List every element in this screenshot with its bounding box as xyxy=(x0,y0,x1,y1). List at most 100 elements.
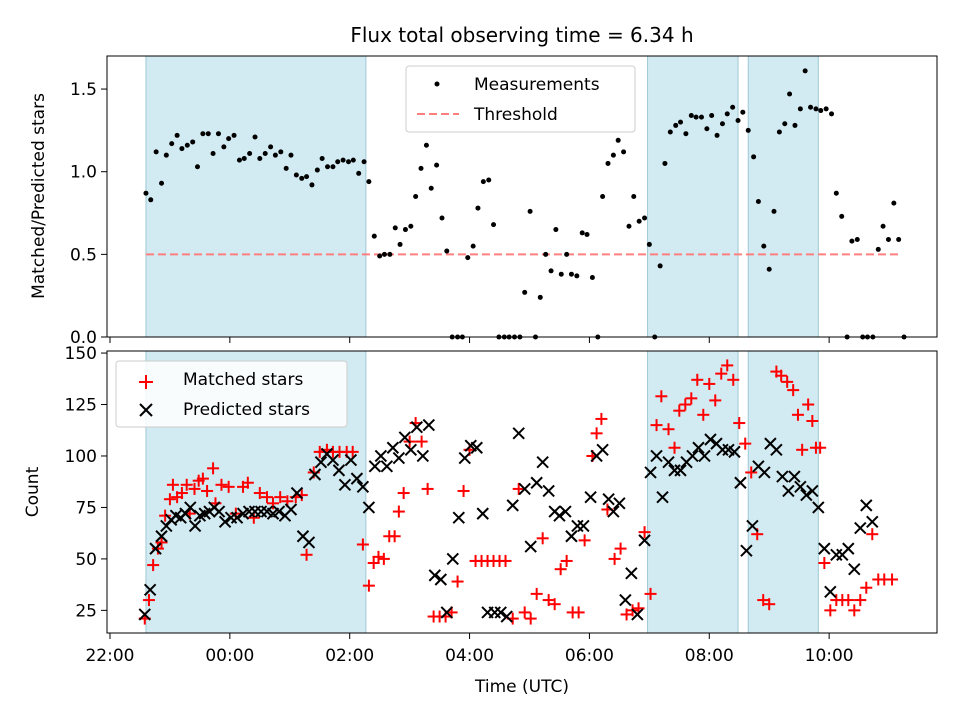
measurement-point xyxy=(184,142,190,148)
matched-star-point xyxy=(392,505,405,518)
x-tick-label: 02:00 xyxy=(325,646,374,666)
predicted-star-point xyxy=(602,492,615,506)
matched-star-point xyxy=(614,542,627,555)
measurement-point xyxy=(159,180,165,186)
matched-star-point xyxy=(222,480,235,493)
legend-label-threshold: Threshold xyxy=(473,105,558,125)
measurement-point xyxy=(854,236,860,242)
ratio-panel: 0.0 0.5 1.0 1.5 Matched/Predicted stars Mea… xyxy=(29,55,938,348)
matched-star-point xyxy=(196,472,209,485)
predicted-star-point xyxy=(452,511,465,524)
matched-star-point xyxy=(673,404,686,417)
matched-star-point xyxy=(697,408,710,421)
predicted-star-point xyxy=(770,443,783,457)
predicted-star-point xyxy=(218,515,232,529)
measurement-point xyxy=(465,255,471,261)
predicted-star-point xyxy=(434,573,448,586)
measurement-point xyxy=(179,146,185,152)
measurement-point xyxy=(823,106,829,112)
matched-star-point xyxy=(530,587,543,600)
matched-star-point xyxy=(457,484,470,497)
count-legend: Matched stars Predicted stars xyxy=(115,360,348,428)
predicted-star-point xyxy=(368,460,382,473)
measurement-point xyxy=(714,132,720,138)
ratio-y-tick-label: 0.5 xyxy=(70,245,97,265)
predicted-star-point xyxy=(518,482,531,496)
matched-star-point xyxy=(175,487,188,500)
measurement-point xyxy=(434,162,440,168)
predicted-star-point xyxy=(542,484,555,498)
predicted-star-point xyxy=(854,521,867,535)
predicted-star-point xyxy=(656,490,669,504)
count-legend-box xyxy=(115,360,348,428)
predicted-star-point xyxy=(416,449,430,463)
matched-star-point xyxy=(300,548,313,561)
matched-star-point xyxy=(638,526,651,539)
matched-star-point xyxy=(554,563,567,576)
measurement-point xyxy=(704,126,710,132)
measurement-point xyxy=(381,251,387,257)
predicted-star-point xyxy=(290,486,304,500)
predicted-star-point xyxy=(619,593,632,607)
predicted-star-point xyxy=(758,466,771,479)
predicted-star-point xyxy=(506,499,519,512)
measurement-point xyxy=(600,194,606,199)
matched-star-point xyxy=(159,509,172,522)
observing-window-top-0 xyxy=(145,55,367,338)
matched-star-point xyxy=(691,373,704,386)
ratio-y-tick-label: 1.0 xyxy=(70,163,97,183)
count-y-tick-label: 75 xyxy=(75,498,97,518)
measurement-point xyxy=(361,159,367,165)
measurement-point xyxy=(221,144,227,150)
measurement-point xyxy=(257,155,263,161)
measurement-point xyxy=(584,232,590,238)
measurement-point xyxy=(215,131,221,137)
measurement-point xyxy=(880,223,886,229)
matched-star-point xyxy=(142,594,155,607)
predicted-star-point xyxy=(607,505,620,518)
measurement-point xyxy=(241,155,247,161)
matched-star-point xyxy=(781,375,794,388)
matched-star-point xyxy=(842,594,855,607)
measurement-point xyxy=(829,111,835,117)
count-panel: 25 50 75 100 125 150 22:00 00:00 02:00 04:00 06:0… xyxy=(23,344,938,697)
observing-window-top-1 xyxy=(647,55,739,338)
legend-label-predicted: Predicted stars xyxy=(183,400,310,420)
matched-star-point xyxy=(155,536,168,549)
x-tick-label: 08:00 xyxy=(685,646,734,666)
count-y-label: Count xyxy=(23,466,43,517)
predicted-star-point xyxy=(728,445,741,459)
predicted-star-point xyxy=(212,505,226,518)
predicted-star-point xyxy=(362,501,376,514)
measurement-point xyxy=(392,225,398,231)
measurement-point xyxy=(148,197,154,203)
matched-star-point xyxy=(806,414,819,427)
matched-star-point xyxy=(791,408,804,421)
measurement-point xyxy=(231,132,237,138)
measurement-point xyxy=(636,218,642,224)
measurement-point xyxy=(340,157,346,163)
predicted-star-point xyxy=(638,534,651,547)
predicted-star-point xyxy=(272,505,286,518)
measurement-point xyxy=(335,159,341,165)
measurement-point xyxy=(568,271,574,277)
matched-star-point xyxy=(388,530,401,543)
measurement-point xyxy=(247,151,253,157)
matched-star-point xyxy=(536,532,549,545)
predicted-star-point xyxy=(422,418,436,432)
measurement-point xyxy=(740,109,746,115)
matched-star-point xyxy=(608,552,621,565)
legend-label-matched: Matched stars xyxy=(183,370,303,390)
measurement-point xyxy=(371,233,377,239)
measurement-point xyxy=(646,241,652,247)
predicted-star-point xyxy=(284,503,298,516)
predicted-star-point xyxy=(230,511,244,524)
measurement-point xyxy=(885,236,891,242)
measurement-point xyxy=(730,104,736,110)
matched-star-point xyxy=(733,417,746,430)
measurement-point xyxy=(626,223,632,229)
measurement-point xyxy=(402,227,408,233)
measurement-point xyxy=(356,170,362,176)
ratio-y-label: Matched/Predicted stars xyxy=(29,93,49,299)
measurement-point xyxy=(330,164,336,170)
